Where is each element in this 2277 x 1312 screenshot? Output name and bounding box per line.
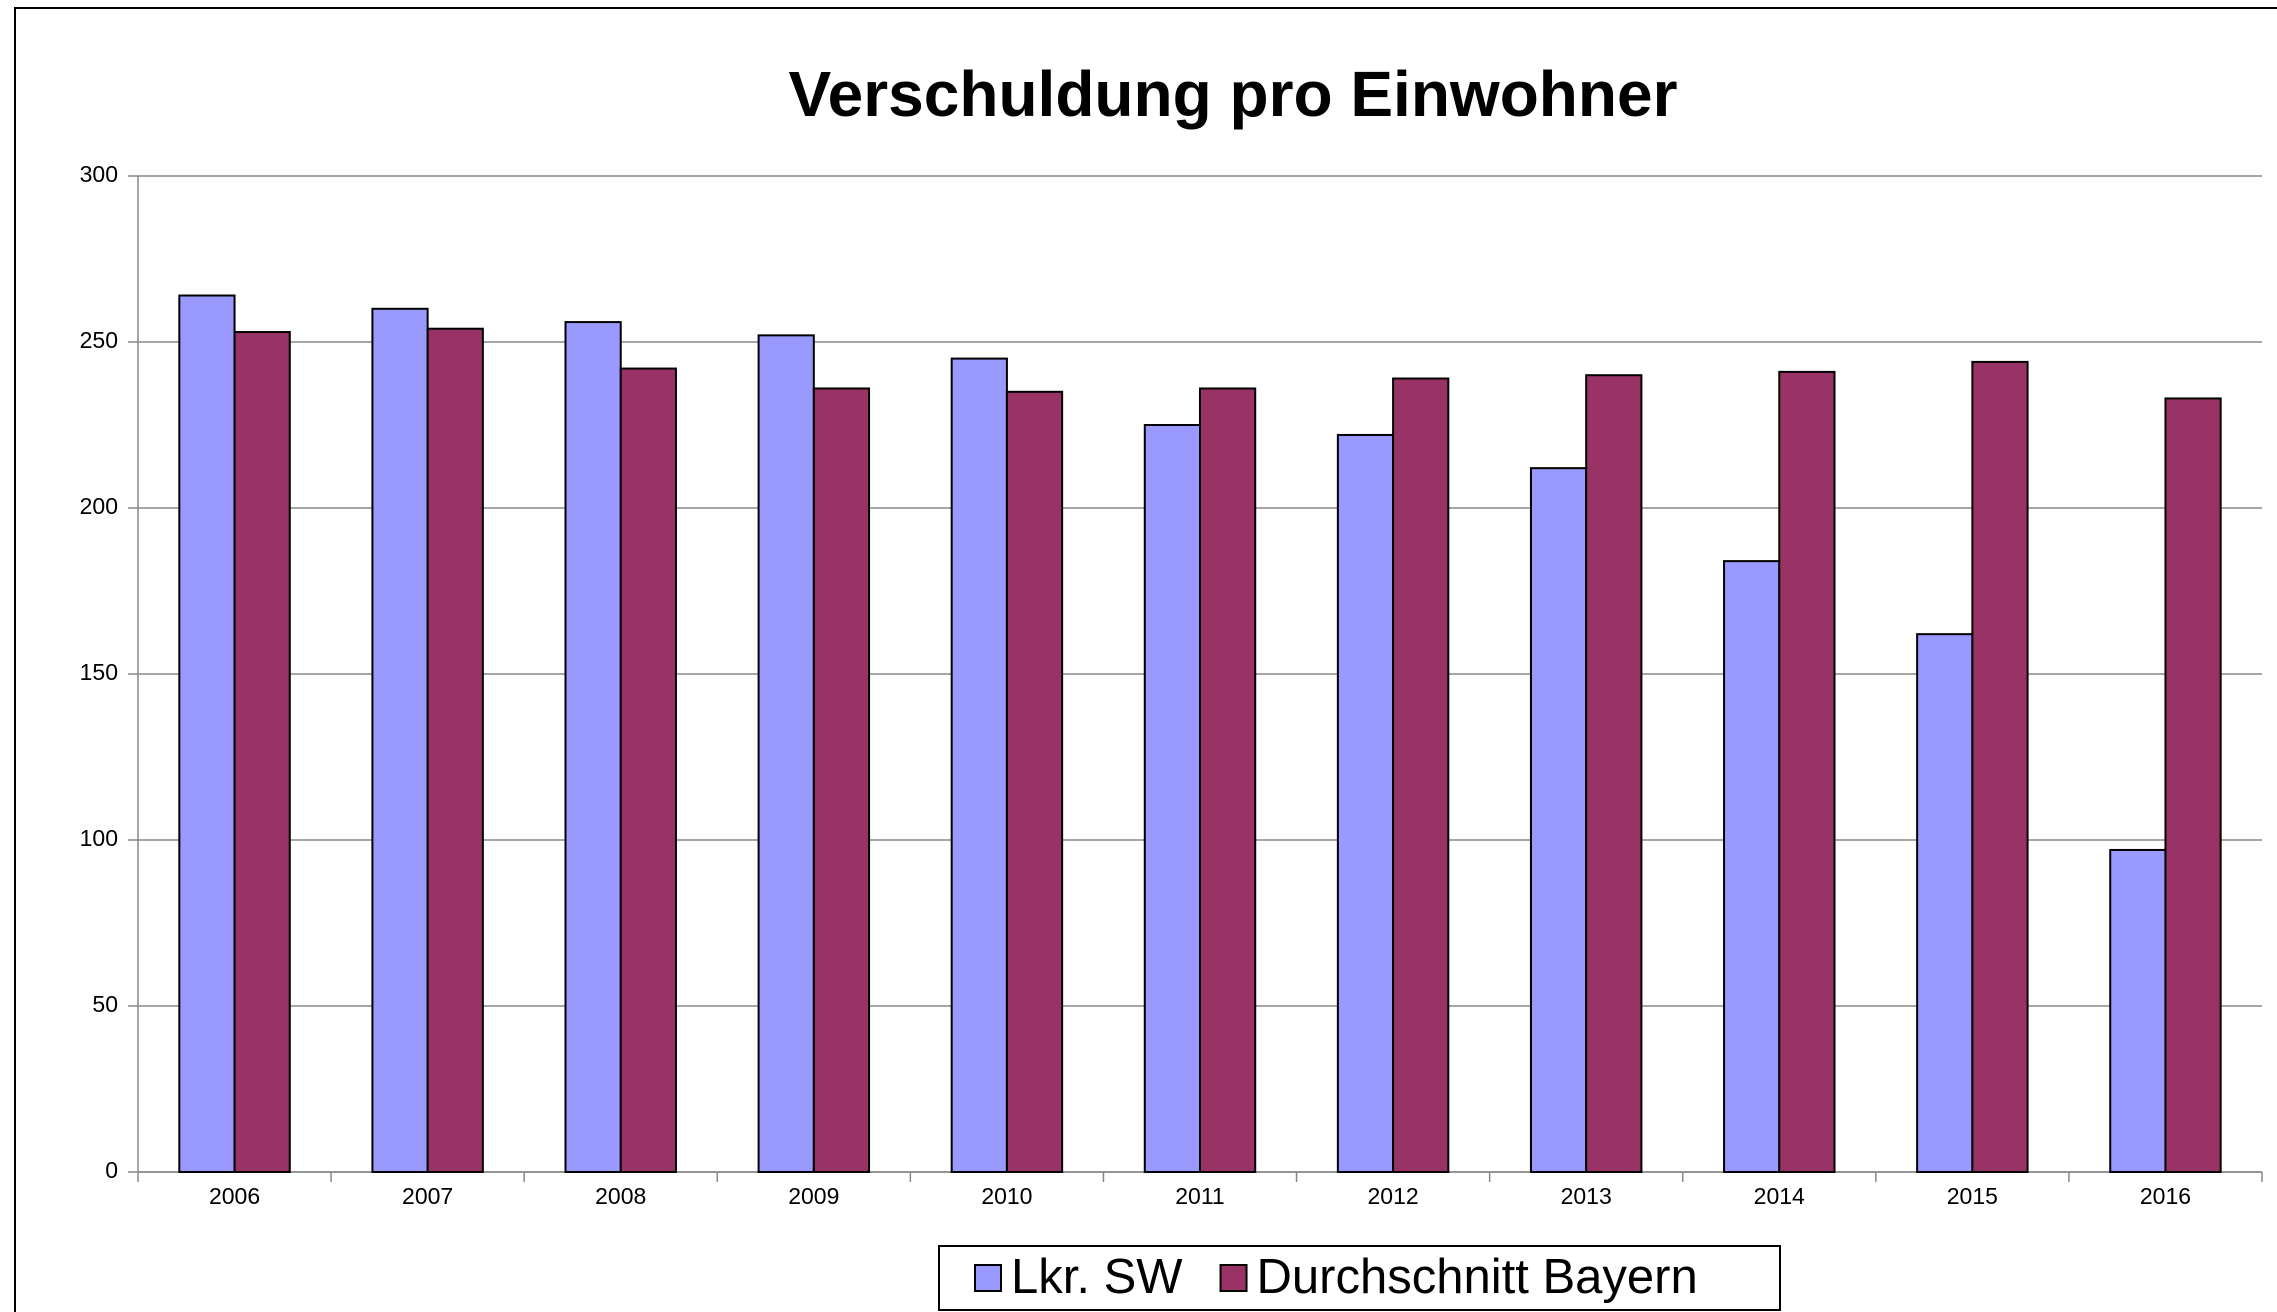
legend: Lkr. SW Durchschnitt Bayern bbox=[938, 1245, 1781, 1311]
bar bbox=[178, 294, 236, 1173]
bar bbox=[564, 321, 622, 1173]
x-tick-label: 2008 bbox=[595, 1183, 646, 1209]
x-tick-label: 2011 bbox=[1175, 1183, 1224, 1209]
y-tick-label: 200 bbox=[80, 493, 118, 519]
bar bbox=[2109, 848, 2167, 1174]
legend-swatch bbox=[1219, 1264, 1248, 1292]
bar bbox=[1778, 370, 1836, 1173]
bar bbox=[950, 357, 1008, 1174]
legend-label: Lkr. SW bbox=[1011, 1250, 1183, 1304]
bar bbox=[812, 387, 871, 1174]
x-tick-label: 2012 bbox=[1368, 1183, 1419, 1209]
x-tick-label: 2007 bbox=[402, 1183, 453, 1209]
bar bbox=[371, 307, 429, 1173]
y-tick-label: 0 bbox=[105, 1157, 118, 1183]
bar bbox=[1585, 374, 1643, 1173]
bar bbox=[1529, 467, 1588, 1174]
y-tick-label: 50 bbox=[92, 991, 118, 1017]
x-tick-label: 2010 bbox=[981, 1183, 1032, 1209]
bar bbox=[1971, 360, 2029, 1174]
bar bbox=[2164, 397, 2222, 1173]
y-tick-label: 100 bbox=[80, 825, 118, 851]
x-tick-label: 2009 bbox=[788, 1183, 839, 1209]
bar bbox=[619, 367, 677, 1173]
bar bbox=[1199, 387, 1257, 1174]
bar bbox=[1392, 377, 1450, 1173]
bar bbox=[233, 331, 291, 1174]
chart-title: Verschuldung pro Einwohner bbox=[789, 58, 1678, 130]
y-tick-label: 150 bbox=[80, 659, 118, 685]
legend-label: Durchschnitt Bayern bbox=[1257, 1250, 1698, 1304]
bar bbox=[1723, 560, 1781, 1173]
y-tick-label: 250 bbox=[80, 327, 118, 353]
legend-swatch bbox=[974, 1264, 1002, 1292]
bar bbox=[1005, 390, 1064, 1173]
x-tick-label: 2013 bbox=[1561, 1183, 1612, 1209]
bar bbox=[757, 334, 815, 1173]
bar bbox=[1143, 424, 1201, 1173]
x-tick-label: 2016 bbox=[2140, 1183, 2191, 1209]
bar bbox=[1336, 433, 1395, 1173]
y-tick-label: 300 bbox=[80, 161, 118, 187]
x-tick-label: 2014 bbox=[1754, 1183, 1805, 1209]
x-tick-label: 2006 bbox=[209, 1183, 260, 1209]
bar bbox=[426, 327, 484, 1174]
legend-box bbox=[938, 1245, 1781, 1311]
bar bbox=[1916, 633, 1974, 1173]
x-tick-label: 2015 bbox=[1947, 1183, 1998, 1209]
